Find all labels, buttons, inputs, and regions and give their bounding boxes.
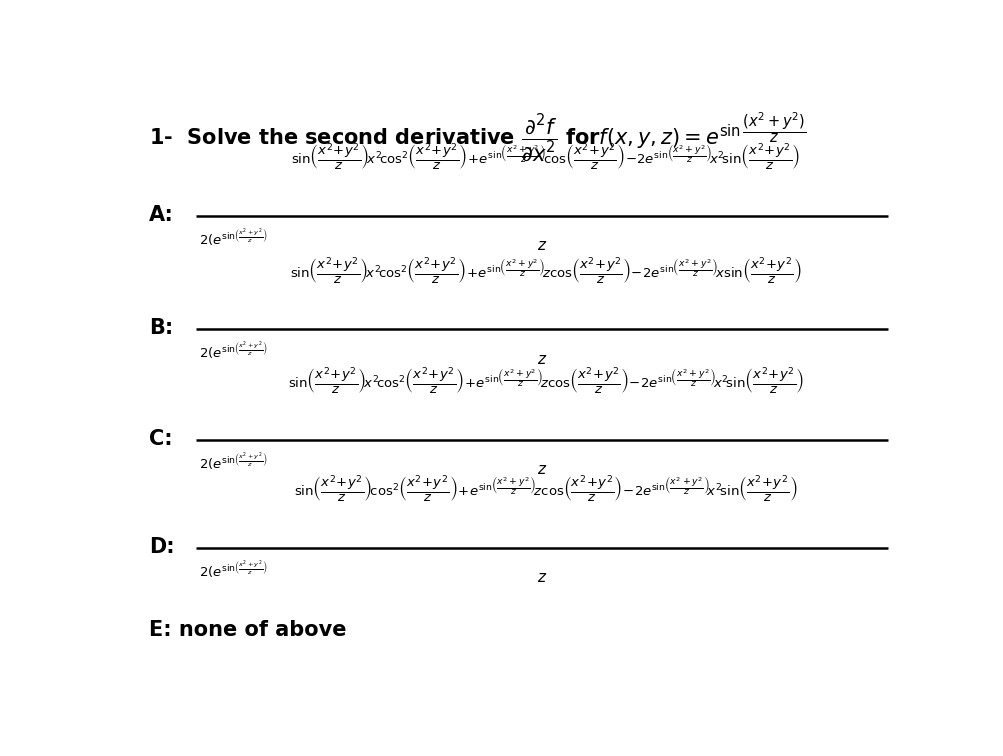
Text: $z$: $z$ <box>536 352 547 367</box>
Text: $2(e^{\sin\!\left(\frac{x^2+y^2}{z}\right)}$: $2(e^{\sin\!\left(\frac{x^2+y^2}{z}\righ… <box>200 558 268 581</box>
Text: B:: B: <box>148 318 173 338</box>
Text: E: none of above: E: none of above <box>148 621 346 640</box>
Text: $2(e^{\sin\!\left(\frac{x^2+y^2}{z}\right)}$: $2(e^{\sin\!\left(\frac{x^2+y^2}{z}\righ… <box>200 451 268 473</box>
Text: $z$: $z$ <box>536 238 547 253</box>
Text: $\sin\!\left(\dfrac{x^2\!+\!y^2}{z}\right)\!x^2\!\cos^2\!\left(\dfrac{x^2\!+\!y^: $\sin\!\left(\dfrac{x^2\!+\!y^2}{z}\righ… <box>291 141 799 172</box>
Text: A:: A: <box>148 205 174 225</box>
Text: $\sin\!\left(\dfrac{x^2\!+\!y^2}{z}\right)\!x^2\!\cos^2\!\left(\dfrac{x^2\!+\!y^: $\sin\!\left(\dfrac{x^2\!+\!y^2}{z}\righ… <box>290 255 800 286</box>
Text: $\sin\!\left(\dfrac{x^2\!+\!y^2}{z}\right)\!x^2\!\cos^2\!\left(\dfrac{x^2\!+\!y^: $\sin\!\left(\dfrac{x^2\!+\!y^2}{z}\righ… <box>287 366 803 396</box>
Text: $z$: $z$ <box>536 570 547 585</box>
Text: $\sin\!\left(\dfrac{x^2\!+\!y^2}{z}\right)\!\cos^2\!\left(\dfrac{x^2\!+\!y^2}{z}: $\sin\!\left(\dfrac{x^2\!+\!y^2}{z}\righ… <box>294 473 796 504</box>
Text: $z$: $z$ <box>536 462 547 477</box>
Text: D:: D: <box>148 537 175 556</box>
Text: $2(e^{\sin\!\left(\frac{x^2+y^2}{z}\right)}$: $2(e^{\sin\!\left(\frac{x^2+y^2}{z}\righ… <box>200 340 268 362</box>
Text: C:: C: <box>148 429 173 449</box>
Text: $2(e^{\sin\!\left(\frac{x^2+y^2}{z}\right)}$: $2(e^{\sin\!\left(\frac{x^2+y^2}{z}\righ… <box>200 226 268 249</box>
Text: 1-  Solve the second derivative $\dfrac{\partial^2 f}{\partial x^2}$ for$f(x,y,z: 1- Solve the second derivative $\dfrac{\… <box>148 111 805 163</box>
